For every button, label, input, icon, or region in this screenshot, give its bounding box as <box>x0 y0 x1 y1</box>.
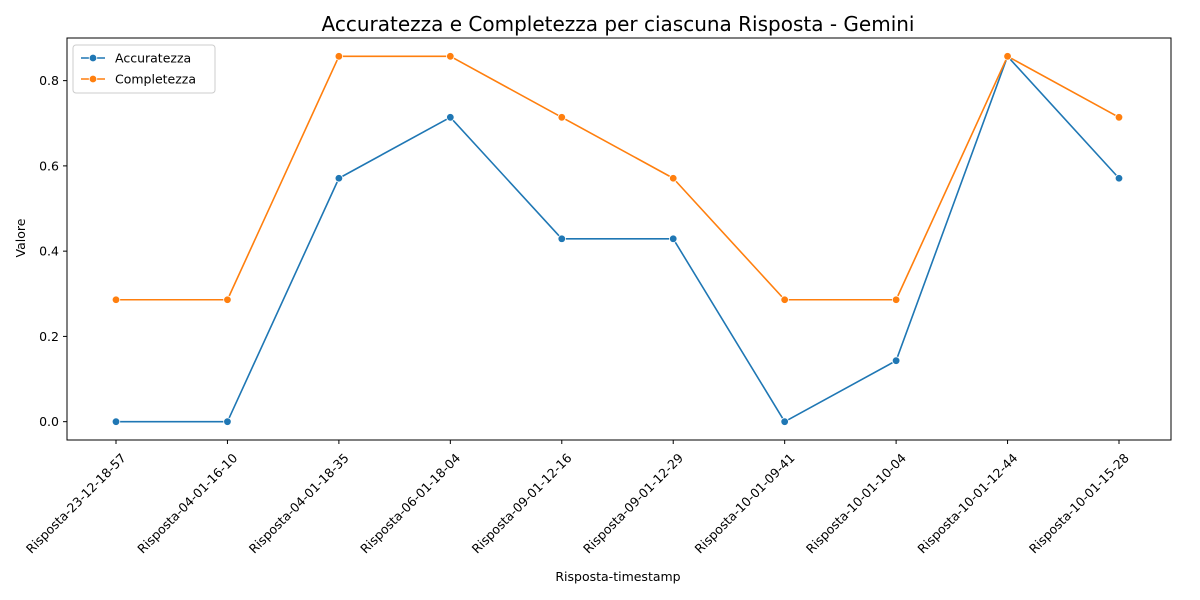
data-point-accuratezza <box>891 356 901 365</box>
legend: Accuratezza Completezza <box>72 44 216 94</box>
data-point-accuratezza <box>780 417 789 426</box>
plot-frame <box>66 37 1172 441</box>
data-point-accuratezza <box>1114 174 1124 183</box>
x-tick-label: Risposta-04-01-18-35 <box>246 450 352 556</box>
x-tick-label: Risposta-10-01-09-41 <box>692 450 798 556</box>
y-tick-label: 0.8 <box>39 73 59 88</box>
legend-entry: Completezza <box>115 72 196 87</box>
x-tick-label: Risposta-09-01-12-16 <box>469 450 575 556</box>
data-point-accuratezza <box>557 234 566 243</box>
y-tick-label: 0.2 <box>39 329 59 344</box>
data-point-completezza <box>557 113 566 122</box>
legend-entry: Accuratezza <box>115 51 191 66</box>
data-point-accuratezza <box>669 234 678 243</box>
x-tick-label: Risposta-10-01-10-04 <box>803 450 909 556</box>
y-tick-label: 0.0 <box>39 414 59 429</box>
data-point-completezza <box>669 174 678 183</box>
data-point-completezza <box>446 52 455 61</box>
series-line-completezza <box>116 55 1120 301</box>
legend-marker <box>88 74 98 84</box>
data-point-accuratezza <box>223 417 232 426</box>
legend-box <box>72 44 216 94</box>
y-tick-label: 0.6 <box>39 158 59 173</box>
y-tick-label: 0.4 <box>39 244 59 259</box>
data-point-completezza <box>223 295 232 304</box>
x-axis-label: Risposta-timestamp <box>555 569 680 584</box>
data-point-completezza <box>1003 52 1012 61</box>
data-point-completezza <box>891 295 901 304</box>
x-tick-label: Risposta-23-12-18-57 <box>23 450 129 556</box>
y-axis-label: Valore <box>13 218 28 257</box>
x-tick-label: Risposta-10-01-12-44 <box>914 450 1020 556</box>
data-point-completezza <box>1114 113 1124 122</box>
legend-marker <box>88 53 98 63</box>
x-tick-label: Risposta-06-01-18-04 <box>357 450 463 556</box>
chart-title: Accuratezza e Completezza per ciascuna R… <box>322 12 915 36</box>
data-point-completezza <box>334 52 344 61</box>
data-point-accuratezza <box>111 417 121 426</box>
data-point-completezza <box>780 295 789 304</box>
data-point-accuratezza <box>334 174 344 183</box>
data-point-completezza <box>111 295 121 304</box>
x-tick-label: Risposta-09-01-12-29 <box>580 450 686 556</box>
x-tick-label: Risposta-10-01-15-28 <box>1026 450 1132 556</box>
x-tick-label: Risposta-04-01-16-10 <box>134 450 240 556</box>
data-point-accuratezza <box>446 113 455 122</box>
series-line-accuratezza <box>116 55 1120 423</box>
